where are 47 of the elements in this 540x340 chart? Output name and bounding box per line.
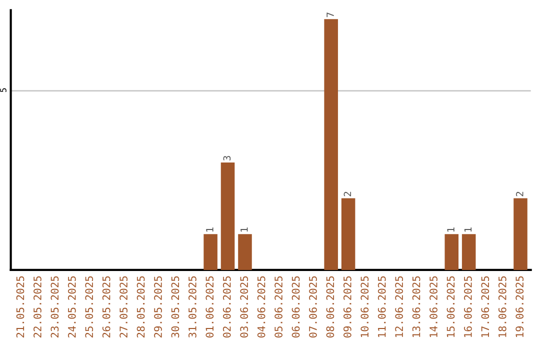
x-tick-label: 30.05.2025 <box>171 276 180 338</box>
x-tick-label: 02.06.2025 <box>222 276 231 338</box>
x-tick-label: 01.06.2025 <box>206 276 214 338</box>
x-tick-label: 05.06.2025 <box>274 276 282 338</box>
x-tick-label: 31.05.2025 <box>188 276 196 338</box>
x-tick-label: 03.06.2025 <box>240 276 248 338</box>
x-tick-label: 11.06.2025 <box>378 276 386 337</box>
x-tick-label: 09.06.2025 <box>343 276 352 338</box>
x-tick-label: 29.05.2025 <box>154 276 162 338</box>
data-label: 1 <box>240 228 248 232</box>
x-tick-label: 19.06.2025 <box>516 276 524 337</box>
x-tick-label: 27.05.2025 <box>120 276 128 338</box>
x-tick-label: 13.06.2025 <box>412 276 420 337</box>
x-tick-label: 14.06.2025 <box>430 276 438 337</box>
bar <box>514 198 528 270</box>
x-tick-label: 16.06.2025 <box>464 276 472 337</box>
x-tick-label: 10.06.2025 <box>360 276 369 337</box>
x-tick-label: 12.06.2025 <box>395 276 404 337</box>
data-label: 1 <box>447 228 454 232</box>
data-label: 2 <box>516 192 524 196</box>
bar <box>444 234 458 270</box>
data-label: 1 <box>206 228 214 232</box>
data-label: 1 <box>464 228 472 232</box>
x-tick-label: 25.05.2025 <box>85 276 94 338</box>
bar <box>462 234 476 270</box>
x-tick-label: 08.06.2025 <box>326 276 334 338</box>
x-tick-label: 23.05.2025 <box>50 276 59 338</box>
x-tick-label: 21.05.2025 <box>16 276 24 338</box>
bar <box>204 234 218 270</box>
x-tick-label: 17.06.2025 <box>481 276 490 337</box>
bar <box>341 198 356 270</box>
x-tick-label: 28.05.2025 <box>136 276 145 338</box>
x-tick-label: 15.06.2025 <box>446 276 455 337</box>
y-tick-label: 5 <box>0 88 6 92</box>
x-tick-label: 07.06.2025 <box>309 276 317 338</box>
x-tick-label: 22.05.2025 <box>34 276 42 338</box>
x-tick-label: 24.05.2025 <box>68 276 76 338</box>
bar <box>220 162 235 270</box>
x-tick-label: 04.06.2025 <box>257 276 266 338</box>
data-label: 2 <box>344 192 352 196</box>
x-tick-label: 06.06.2025 <box>292 276 300 338</box>
data-label: 7 <box>326 12 334 18</box>
x-tick-label: 18.06.2025 <box>498 276 506 337</box>
bar <box>324 19 338 270</box>
data-label: 3 <box>223 156 231 160</box>
x-tick-label: 26.05.2025 <box>102 276 110 338</box>
bar <box>238 234 252 270</box>
